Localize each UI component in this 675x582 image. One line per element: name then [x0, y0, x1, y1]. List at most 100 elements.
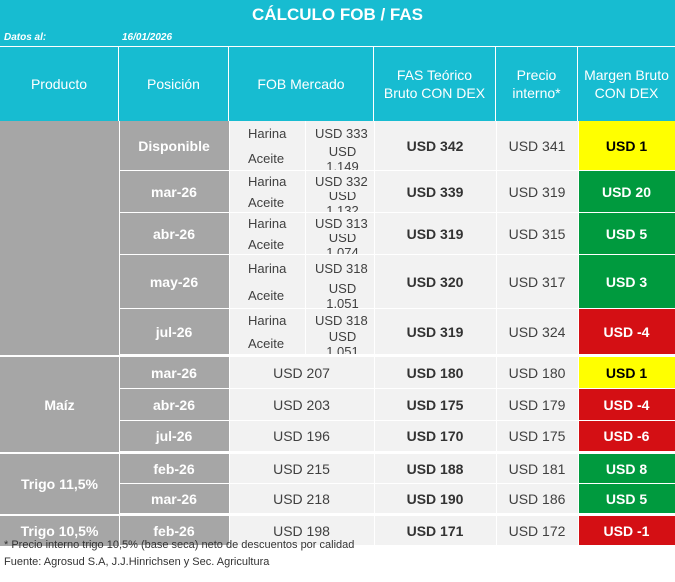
- position-cell: Disponible: [119, 121, 229, 171]
- header-precio: Precio interno*: [496, 47, 578, 121]
- precio-cell: USD 181: [496, 454, 578, 484]
- header-precio-line2: interno*: [512, 85, 561, 101]
- fob-cell: USD 215: [229, 454, 374, 484]
- header-posicion: Posición: [119, 47, 229, 121]
- precio-cell: USD 180: [496, 357, 578, 389]
- fob-harina-value: USD 333: [306, 121, 374, 146]
- position-cell: jul-26: [119, 421, 229, 452]
- fob-harina-label: Harina: [229, 309, 306, 332]
- margen-cell: USD 1: [578, 357, 675, 389]
- margen-cell: USD -4: [578, 309, 675, 355]
- fas-cell: USD 180: [374, 357, 496, 389]
- margen-cell: USD 20: [578, 171, 675, 213]
- position-cell: mar-26: [119, 484, 229, 514]
- position-cell: mar-26: [119, 171, 229, 213]
- header-fas-line2: Bruto CON DEX: [383, 85, 486, 101]
- fas-cell: USD 320: [374, 255, 496, 309]
- position-cell: feb-26: [119, 516, 229, 546]
- fob-aceite-value: USD 1.074: [306, 234, 374, 255]
- precio-cell: USD 186: [496, 484, 578, 514]
- source-note: Fuente: Agrosud S.A, J.J.Hinrichsen y Se…: [4, 556, 270, 568]
- product-cell: Trigo 10,5%: [0, 516, 119, 546]
- header-margen-line2: CON DEX: [594, 85, 659, 101]
- fob-split-divider: [305, 171, 306, 213]
- header-producto: Producto: [0, 47, 119, 121]
- fob-split-divider: [305, 309, 306, 355]
- fas-cell: USD 339: [374, 171, 496, 213]
- fas-cell: USD 319: [374, 213, 496, 255]
- fas-cell: USD 190: [374, 484, 496, 514]
- position-cell: abr-26: [119, 213, 229, 255]
- fob-aceite-label: Aceite: [229, 332, 306, 355]
- fob-cell: USD 203: [229, 389, 374, 421]
- fob-split-divider: [305, 213, 306, 255]
- fob-cell: USD 218: [229, 484, 374, 514]
- fob-harina-value: USD 332: [306, 171, 374, 192]
- group-divider: [0, 514, 675, 516]
- product-cell-soja: [0, 121, 119, 355]
- margen-cell: USD 1: [578, 121, 675, 171]
- fob-harina-label: Harina: [229, 121, 306, 146]
- margen-cell: USD 8: [578, 454, 675, 484]
- fob-harina-label: Harina: [229, 171, 306, 192]
- product-cell: Trigo 11,5%: [0, 454, 119, 514]
- margen-cell: USD 5: [578, 484, 675, 514]
- position-cell: abr-26: [119, 389, 229, 421]
- date-label: Datos al:: [4, 32, 47, 43]
- group-divider: [0, 355, 675, 357]
- fob-harina-value: USD 318: [306, 255, 374, 282]
- fas-cell: USD 342: [374, 121, 496, 171]
- fob-aceite-value: USD 1.132: [306, 192, 374, 213]
- precio-cell: USD 324: [496, 309, 578, 355]
- margen-cell: USD -4: [578, 389, 675, 421]
- date-bar: Datos al: 16/01/2026: [0, 30, 675, 46]
- fob-harina-value: USD 318: [306, 309, 374, 332]
- column-divider: [229, 121, 230, 546]
- header-fob: FOB Mercado: [229, 47, 374, 121]
- column-divider: [119, 121, 120, 546]
- fob-harina-label: Harina: [229, 255, 306, 282]
- precio-cell: USD 179: [496, 389, 578, 421]
- fob-split-divider: [305, 121, 306, 171]
- fob-harina-value: USD 313: [306, 213, 374, 234]
- fob-cell: USD 207: [229, 357, 374, 389]
- group-divider: [0, 452, 675, 454]
- precio-cell: USD 175: [496, 421, 578, 452]
- position-cell: jul-26: [119, 309, 229, 355]
- row-divider: [229, 308, 374, 309]
- header-margen-line1: Margen Bruto: [584, 67, 669, 83]
- date-value: 16/01/2026: [122, 32, 173, 43]
- position-cell: may-26: [119, 255, 229, 309]
- product-cell: Maíz: [0, 357, 119, 452]
- precio-cell: USD 315: [496, 213, 578, 255]
- header-fas: FAS Teórico Bruto CON DEX: [374, 47, 496, 121]
- row-divider: [229, 212, 374, 213]
- margen-cell: USD 5: [578, 213, 675, 255]
- header-margen: Margen Bruto CON DEX: [578, 47, 675, 121]
- column-divider: [578, 121, 579, 546]
- fas-cell: USD 170: [374, 421, 496, 452]
- fob-split-divider: [305, 255, 306, 309]
- fob-aceite-value: USD 1.149: [306, 146, 374, 171]
- fas-cell: USD 175: [374, 389, 496, 421]
- fas-cell: USD 188: [374, 454, 496, 484]
- row-divider: [229, 254, 374, 255]
- precio-cell: USD 172: [496, 516, 578, 546]
- fob-cell: USD 198: [229, 516, 374, 546]
- position-cell: feb-26: [119, 454, 229, 484]
- fob-harina-label: Harina: [229, 213, 306, 234]
- fob-cell: USD 196: [229, 421, 374, 452]
- row-divider: [229, 170, 374, 171]
- column-divider: [496, 121, 497, 546]
- precio-cell: USD 341: [496, 121, 578, 171]
- fob-aceite-label: Aceite: [229, 282, 306, 309]
- fob-aceite-value: USD 1.051: [306, 332, 374, 355]
- column-divider: [374, 121, 375, 546]
- table-title: CÁLCULO FOB / FAS: [0, 0, 675, 30]
- fob-aceite-label: Aceite: [229, 146, 306, 171]
- footnote: * Precio interno trigo 10,5% (base seca)…: [4, 539, 355, 551]
- precio-cell: USD 317: [496, 255, 578, 309]
- header-fas-line1: FAS Teórico: [396, 67, 473, 83]
- fas-cell: USD 319: [374, 309, 496, 355]
- margen-cell: USD 3: [578, 255, 675, 309]
